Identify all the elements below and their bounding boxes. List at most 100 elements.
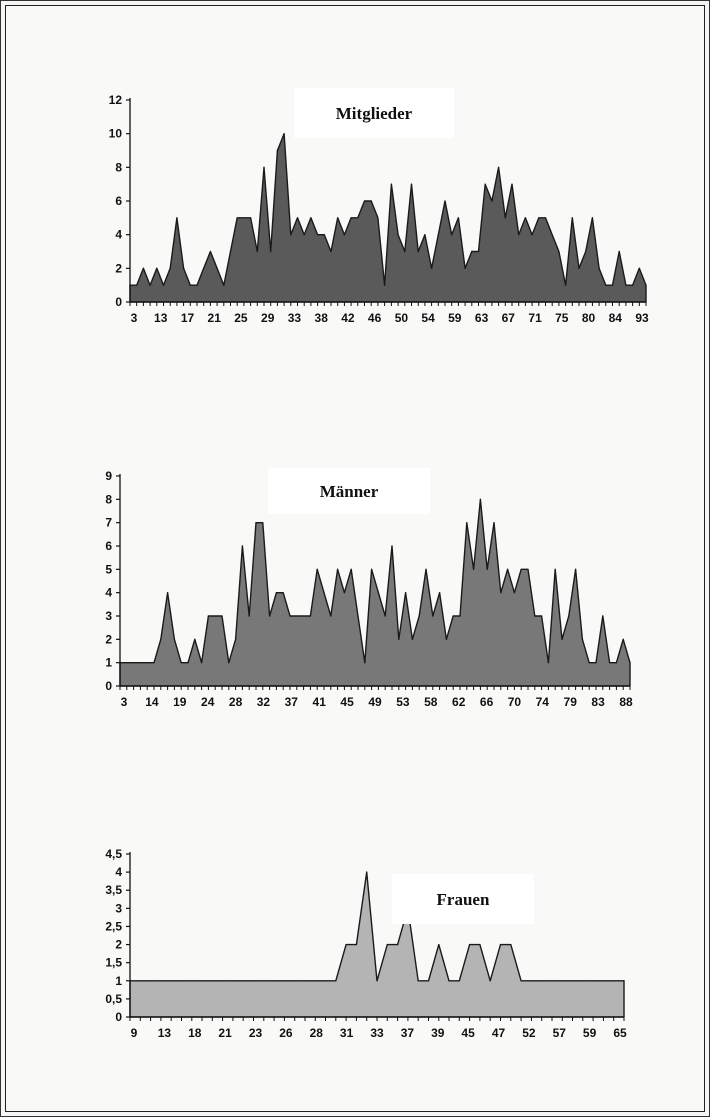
data-point bbox=[201, 980, 203, 982]
data-point bbox=[561, 980, 563, 982]
data-point bbox=[376, 980, 378, 982]
data-point bbox=[357, 615, 359, 617]
data-point bbox=[275, 592, 277, 594]
data-point bbox=[445, 638, 447, 640]
data-point bbox=[176, 217, 178, 219]
data-point bbox=[139, 980, 141, 982]
data-point bbox=[350, 217, 352, 219]
data-point bbox=[518, 234, 520, 236]
title-box bbox=[392, 874, 534, 924]
data-point bbox=[370, 200, 372, 202]
data-point bbox=[638, 267, 640, 269]
data-point bbox=[262, 522, 264, 524]
data-point bbox=[484, 183, 486, 185]
x-tick-label: 75 bbox=[555, 311, 569, 325]
data-point bbox=[571, 217, 573, 219]
data-point bbox=[602, 980, 605, 982]
data-point bbox=[469, 944, 471, 946]
y-tick-label: 4 bbox=[105, 586, 112, 600]
x-tick-label: 79 bbox=[564, 695, 578, 709]
data-point bbox=[451, 234, 453, 236]
data-point bbox=[632, 284, 634, 286]
data-point bbox=[629, 662, 631, 664]
data-point bbox=[479, 944, 481, 946]
data-point bbox=[418, 615, 420, 617]
x-tick-label: 31 bbox=[340, 1026, 354, 1040]
data-point bbox=[578, 267, 580, 269]
data-point bbox=[317, 234, 319, 236]
data-point bbox=[209, 250, 211, 253]
y-tick-label: 2,5 bbox=[105, 919, 122, 933]
data-point bbox=[571, 980, 574, 982]
data-point bbox=[544, 217, 547, 219]
data-point bbox=[582, 980, 584, 982]
data-point bbox=[310, 217, 312, 219]
x-tick-label: 13 bbox=[158, 1026, 172, 1040]
chart-frauen: 0 0,5 1 1,5 2 2,5 3 3,5 4 4,5 9 13 18 21 23 26 28 31 33 37 3… bbox=[105, 847, 627, 1040]
data-point bbox=[187, 662, 189, 664]
x-tick-label: 49 bbox=[368, 695, 382, 709]
title-box bbox=[268, 468, 430, 514]
x-tick-label: 66 bbox=[480, 695, 494, 709]
data-point bbox=[366, 871, 368, 873]
data-point bbox=[432, 615, 434, 617]
data-point bbox=[598, 267, 600, 269]
x-tick-label: 13 bbox=[154, 311, 168, 325]
data-point bbox=[504, 217, 506, 219]
data-point bbox=[538, 217, 540, 219]
data-point bbox=[452, 615, 454, 617]
data-point bbox=[324, 980, 327, 982]
data-point bbox=[142, 267, 144, 269]
data-point bbox=[263, 980, 265, 982]
data-point bbox=[357, 217, 359, 219]
chart-title: Frauen bbox=[437, 890, 490, 909]
data-point bbox=[425, 568, 427, 570]
y-tick-label: 0 bbox=[115, 295, 122, 309]
data-point bbox=[457, 217, 459, 219]
y-tick-label: 4,5 bbox=[105, 847, 122, 861]
data-point bbox=[390, 183, 392, 185]
data-point bbox=[623, 980, 625, 982]
data-point bbox=[477, 250, 480, 253]
x-tick-label: 59 bbox=[583, 1026, 597, 1040]
x-tick-label: 38 bbox=[315, 311, 329, 325]
data-point bbox=[283, 133, 285, 135]
data-point bbox=[411, 638, 413, 640]
y-tick-label: 2 bbox=[115, 938, 122, 952]
data-point bbox=[602, 615, 604, 617]
data-point bbox=[493, 522, 495, 524]
data-point bbox=[500, 592, 502, 594]
data-point bbox=[243, 217, 245, 219]
data-point bbox=[459, 615, 461, 617]
data-point bbox=[303, 615, 305, 617]
x-tick-label: 88 bbox=[619, 695, 633, 709]
x-tick-label: 57 bbox=[553, 1026, 567, 1040]
x-tick-label: 71 bbox=[528, 311, 542, 325]
y-tick-label: 6 bbox=[115, 194, 122, 208]
data-point bbox=[355, 944, 357, 946]
data-point bbox=[568, 615, 570, 617]
chart-sheet: 0 2 4 6 8 10 12 3 13 17 21 25 29 33 38 42 46 50 54 59 63 67 71… bbox=[5, 5, 705, 1112]
data-point bbox=[323, 592, 325, 594]
data-point bbox=[236, 217, 238, 219]
data-point bbox=[167, 592, 169, 594]
data-point bbox=[343, 234, 345, 236]
data-point bbox=[330, 250, 332, 253]
data-point bbox=[269, 615, 271, 617]
data-point bbox=[229, 250, 232, 253]
data-point bbox=[290, 234, 292, 236]
data-point bbox=[183, 267, 185, 269]
y-tick-label: 4 bbox=[115, 228, 122, 242]
x-tick-label: 18 bbox=[188, 1026, 202, 1040]
data-point bbox=[486, 568, 488, 570]
data-point bbox=[126, 662, 128, 664]
y-tick-label: 6 bbox=[105, 539, 112, 553]
data-point bbox=[323, 234, 325, 236]
data-point bbox=[645, 284, 647, 286]
y-tick-label: 2 bbox=[105, 632, 112, 646]
data-point bbox=[554, 568, 556, 570]
data-point bbox=[252, 980, 255, 982]
data-point bbox=[458, 980, 460, 982]
data-point bbox=[585, 250, 587, 253]
y-tick-label: 9 bbox=[105, 469, 112, 483]
